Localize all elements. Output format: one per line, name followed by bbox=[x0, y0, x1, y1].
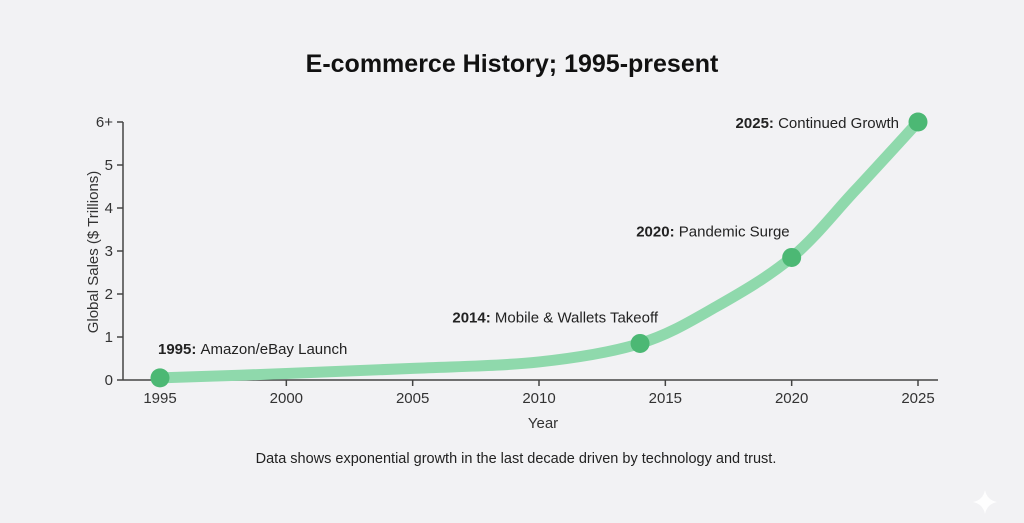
data-point-marker bbox=[908, 112, 928, 132]
chart-title: E-commerce History; 1995-present bbox=[306, 50, 719, 78]
annotation-year: 2020: bbox=[636, 223, 679, 240]
chart-caption: Data shows exponential growth in the las… bbox=[256, 451, 777, 467]
y-tick-label: 1 bbox=[105, 329, 113, 346]
x-tick-label: 2020 bbox=[775, 390, 808, 407]
annotation-year: 2014: bbox=[452, 309, 495, 326]
series-line bbox=[154, 116, 924, 384]
x-axis: 1995 2000 2005 2010 2015 2020 2025 bbox=[123, 379, 938, 407]
annotation-label: 1995: Amazon/eBay Launch bbox=[158, 341, 347, 358]
y-tick-label: 4 bbox=[105, 200, 113, 217]
x-axis-label: Year bbox=[528, 415, 558, 432]
x-tick-label: 2025 bbox=[901, 390, 934, 407]
series-layer bbox=[154, 116, 924, 384]
annotation-label: 2020: Pandemic Surge bbox=[636, 223, 789, 240]
annotation-text: Amazon/eBay Launch bbox=[201, 341, 348, 358]
y-tick-label: 5 bbox=[105, 157, 113, 174]
x-tick-label: 1995 bbox=[143, 390, 176, 407]
x-tick-label: 2010 bbox=[522, 390, 555, 407]
annotation-label: 2014: Mobile & Wallets Takeoff bbox=[452, 309, 659, 326]
annotation-year: 2025: bbox=[736, 115, 779, 132]
y-tick-label: 6+ bbox=[96, 114, 113, 131]
marker-layer bbox=[150, 112, 928, 388]
annotation-text: Pandemic Surge bbox=[679, 223, 790, 240]
data-point-marker bbox=[782, 247, 802, 267]
y-axis: 0 1 2 3 4 5 6+ bbox=[96, 114, 124, 389]
data-point-marker bbox=[630, 333, 650, 353]
data-point-marker bbox=[150, 368, 170, 388]
y-tick-label: 3 bbox=[105, 243, 113, 260]
y-tick-label: 0 bbox=[105, 372, 113, 389]
annotation-year: 1995: bbox=[158, 341, 201, 358]
x-tick-label: 2000 bbox=[270, 390, 303, 407]
annotation-label: 2025: Continued Growth bbox=[736, 115, 899, 132]
sparkle-icon bbox=[973, 490, 997, 514]
y-axis-label: Global Sales ($ Trillions) bbox=[85, 171, 102, 334]
annotation-text: Continued Growth bbox=[778, 115, 899, 132]
y-tick-label: 2 bbox=[105, 286, 113, 303]
annotation-text: Mobile & Wallets Takeoff bbox=[495, 309, 659, 326]
annotation-layer: 1995: Amazon/eBay Launch 2014: Mobile & W… bbox=[158, 115, 899, 358]
x-tick-label: 2015 bbox=[649, 390, 682, 407]
x-tick-label: 2005 bbox=[396, 390, 429, 407]
